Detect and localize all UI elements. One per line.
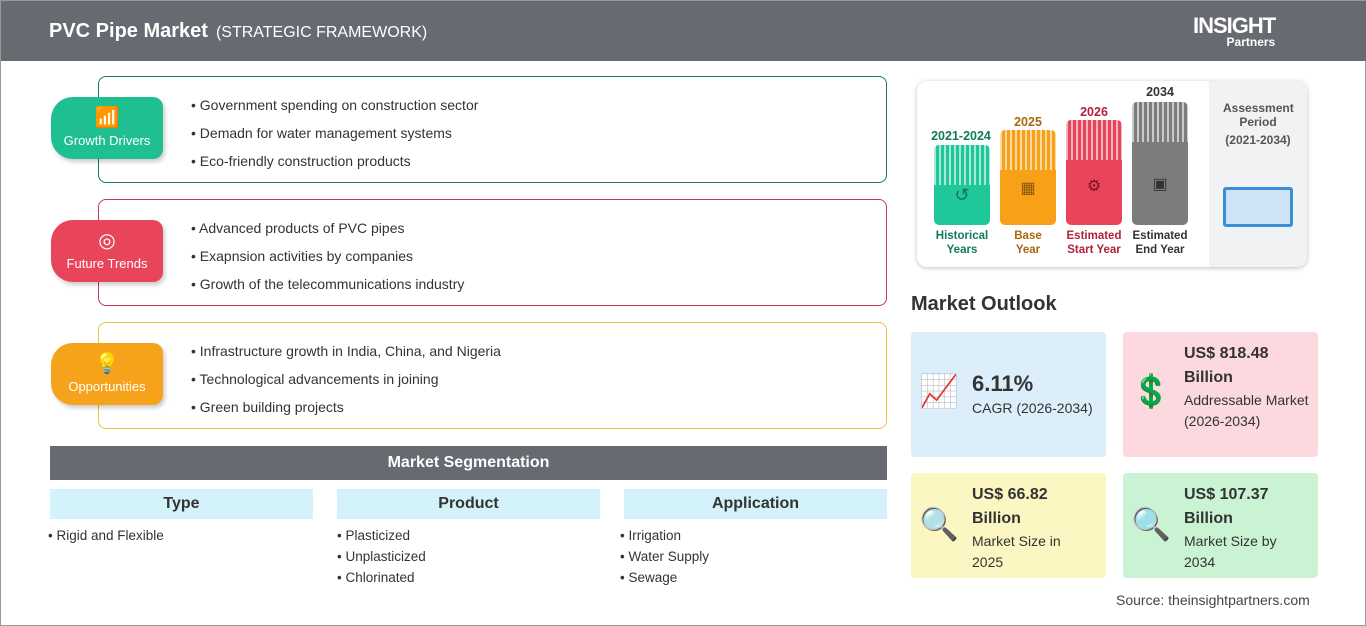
page-title: PVC Pipe Market (STRATEGIC FRAMEWORK) [49, 20, 427, 43]
calendar-icon: ▦ [1020, 180, 1036, 197]
list-item: • Infrastructure growth in India, China,… [191, 343, 501, 359]
future-trends-list: • Advanced products of PVC pipes • Exapn… [191, 214, 464, 298]
year-label: 2025 [1014, 115, 1042, 129]
list-item: • Eco-friendly construction products [191, 153, 411, 169]
future-trends-tag: ◎ Future Trends [51, 220, 163, 282]
logo: INSIGHT Partners [1193, 13, 1276, 49]
bar-base: ▦ [1000, 130, 1056, 225]
tag-label: Growth Drivers [63, 133, 151, 148]
list-item: Unplasticized [337, 546, 600, 567]
assessment-period-panel: ↺ ▦ ⚙ ▣ 2021-2024 2025 2026 2034 Histori… [917, 81, 1307, 267]
market-size-2034-card: 🔍 US$ 107.37 Billion Market Size by 2034 [1123, 473, 1318, 578]
subtitle: (STRATEGIC FRAMEWORK) [215, 24, 428, 41]
list-item: • Growth of the telecommunications indus… [191, 276, 465, 292]
list-item: • Government spending on construction se… [191, 97, 479, 113]
bar-label: Estimated Start Year [1066, 230, 1122, 256]
card-label: Market Size by 2034 [1184, 533, 1277, 570]
segment-header: Type [50, 489, 313, 519]
lightbulb-hand-icon: 💡 [94, 353, 120, 375]
list-item: Water Supply [620, 546, 887, 567]
growth-drivers-tag: 📶 Growth Drivers [51, 97, 163, 159]
chart-up-icon: 📶 [94, 107, 120, 129]
list-item: • Technological advancements in joining [191, 371, 439, 387]
card-value: US$ 818.48 Billion [1184, 345, 1269, 386]
title-text: PVC Pipe Market [49, 20, 208, 42]
list-item: Rigid and Flexible [48, 525, 313, 546]
presentation-icon: ▣ [1152, 176, 1168, 193]
assessment-side: Assessment Period (2021-2034) [1209, 81, 1307, 267]
opportunities-tag: 💡 Opportunities [51, 343, 163, 405]
segment-product: Product PlasticizedUnplasticizedChlorina… [337, 489, 600, 588]
addressable-market-card: 💲 US$ 818.48 Billion Addressable Market (… [1123, 332, 1318, 457]
card-label: Market Size in 2025 [972, 533, 1061, 570]
growth-drivers-list: • Government spending on construction se… [191, 91, 478, 175]
money-search-icon: 🔍 [1131, 506, 1171, 542]
assessment-title: Assessment Period [1223, 101, 1294, 129]
segment-header: Product [337, 489, 600, 519]
segment-header: Application [624, 489, 887, 519]
segment-type: Type Rigid and Flexible [50, 489, 313, 546]
assessment-range: (2021-2034) [1225, 133, 1291, 147]
monitor-gear-icon: ⚙ [1086, 178, 1102, 195]
segmentation-header: Market Segmentation [50, 446, 887, 480]
year-label: 2021-2024 [931, 129, 991, 143]
bar-start: ⚙ [1066, 120, 1122, 225]
bar-label: Estimated End Year [1132, 230, 1188, 256]
card-value: 6.11% [972, 371, 1034, 396]
card-value: US$ 66.82 Billion [972, 486, 1048, 527]
money-search-icon: 🔍 [919, 506, 959, 542]
tag-label: Future Trends [66, 256, 148, 271]
tag-label: Opportunities [68, 379, 146, 394]
cagr-card: 📈 6.11% CAGR (2026-2034) [911, 332, 1106, 457]
list-item: Plasticized [337, 525, 600, 546]
bar-end: ▣ [1132, 102, 1188, 225]
year-label: 2026 [1080, 105, 1108, 119]
opportunities-list: • Infrastructure growth in India, China,… [191, 337, 501, 421]
list-item: Sewage [620, 567, 887, 588]
header: PVC Pipe Market (STRATEGIC FRAMEWORK) INS… [1, 1, 1366, 61]
history-icon: ↺ [954, 185, 970, 205]
list-item: • Exapnsion activities by companies [191, 248, 414, 264]
list-item: • Demadn for water management systems [191, 125, 452, 141]
bar-label: Base Year [1014, 230, 1042, 256]
year-label: 2034 [1146, 85, 1174, 99]
list-item: • Advanced products of PVC pipes [191, 220, 405, 236]
bar-label: Historical Years [935, 230, 989, 256]
card-value: US$ 107.37 Billion [1184, 486, 1269, 527]
list-item: • Green building projects [191, 399, 344, 415]
card-label: Addressable Market (2026-2034) [1184, 392, 1309, 429]
card-label: CAGR (2026-2034) [972, 400, 1093, 416]
segment-application: Application IrrigationWater SupplySewage [624, 489, 887, 588]
source-text: Source: theinsightpartners.com [1116, 592, 1310, 608]
market-outlook-title: Market Outlook [911, 293, 1057, 315]
market-size-2025-card: 🔍 US$ 66.82 Billion Market Size in 2025 [911, 473, 1106, 578]
bar-chart-icon: 📈 [919, 373, 959, 409]
dollar-bulb-icon: 💲 [1131, 373, 1171, 409]
list-item: Chlorinated [337, 567, 600, 588]
bar-historical: ↺ [934, 145, 990, 225]
list-item: Irrigation [620, 525, 887, 546]
analytics-illustration-icon [1223, 187, 1293, 227]
target-icon: ◎ [98, 230, 116, 252]
